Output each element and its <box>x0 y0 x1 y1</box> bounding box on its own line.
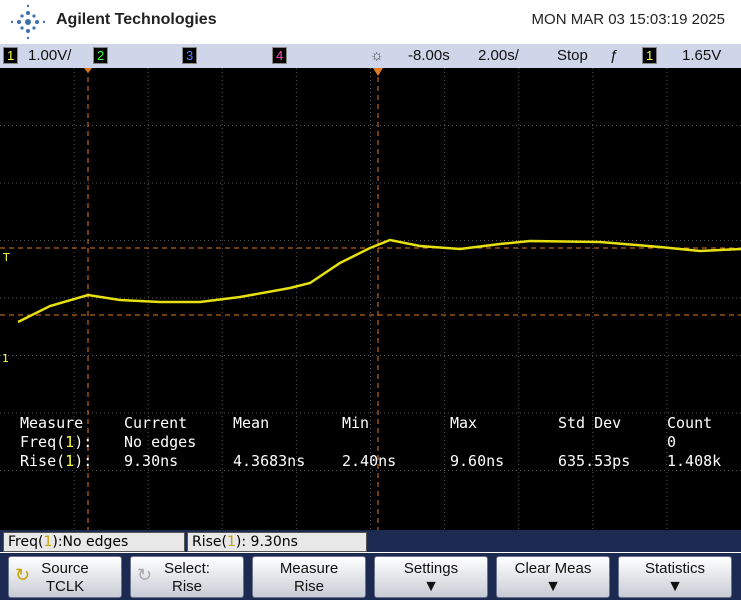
graticule: T 1 <box>0 68 741 530</box>
table-cell: 1.408k <box>667 452 722 470</box>
scope-display: T 1 Measure Current Mean Min Max Std Dev Count… <box>0 68 741 530</box>
channel-1[interactable]: 1 <box>3 47 19 64</box>
softkey-value: Rise <box>293 578 324 595</box>
channel-2[interactable]: 2 <box>93 47 109 64</box>
time-scale: 2.00s/ <box>478 47 519 64</box>
key-icon: ↻ <box>15 565 31 585</box>
channel: 1 <box>43 534 53 550</box>
status-rise: Rise(1): 9.30ns <box>187 532 367 552</box>
table-cell: No edges <box>124 433 197 451</box>
table-cell: 9.60ns <box>450 452 505 470</box>
trigger-icon: ☼ <box>370 47 384 64</box>
status-line: Freq(1):No edges Rise(1): 9.30ns <box>0 530 741 552</box>
brand: Agilent Technologies <box>56 11 217 28</box>
trigger-level: 1.65V <box>682 47 722 64</box>
channel-3[interactable]: 3 <box>182 47 198 64</box>
softkey[interactable]: Statistics ▼ <box>618 556 732 598</box>
table-cell: 635.53ps <box>558 452 631 470</box>
logo <box>10 4 46 40</box>
row-label: Rise(1): <box>20 452 92 470</box>
table-cell: 4.3683ns <box>233 452 306 470</box>
label: Rise( <box>20 452 66 470</box>
softkey[interactable]: Settings ▼ <box>374 556 488 598</box>
softkey-value: TCLK <box>45 578 85 595</box>
softkey[interactable]: Measure Rise <box>252 556 366 598</box>
softkey-label: Measure <box>279 560 339 577</box>
label: ): <box>74 433 93 451</box>
channel: 1 <box>65 433 75 451</box>
softkey-label: Source <box>41 560 89 577</box>
label: ): <box>74 452 93 470</box>
table-header: Current <box>124 414 188 432</box>
softkey-value: Rise <box>171 578 202 595</box>
label: Freq( <box>20 433 66 451</box>
channel: 1 <box>65 452 75 470</box>
value: ):No edges <box>52 534 129 550</box>
trigger-marker: T <box>2 251 10 264</box>
table-cell: 2.40ns <box>342 452 397 470</box>
table-header: Count <box>667 414 713 432</box>
channel-scale: 1.00V/ <box>28 47 72 64</box>
arrow-icon: ▼ <box>667 578 683 595</box>
ground-marker: 1 <box>2 352 9 365</box>
softkey-label: Clear Meas <box>514 560 592 577</box>
waveform <box>17 238 741 324</box>
status-freq: Freq(1):No edges <box>3 532 185 552</box>
table-header: Mean <box>233 414 270 432</box>
table-header: Min <box>342 414 370 432</box>
softkey[interactable]: Source TCLK ↻ <box>8 556 122 598</box>
arrow-icon: ▼ <box>545 578 561 595</box>
softkey[interactable]: Select: Rise ↻ <box>130 556 244 598</box>
table-cell: 9.30ns <box>124 452 179 470</box>
softkey-label: Statistics <box>644 560 705 577</box>
label: Freq( <box>8 534 44 550</box>
trigger-channel: 1 <box>642 47 658 64</box>
softkey-label: Settings <box>403 560 459 577</box>
softkeys: Source TCLK ↻ Select: Rise ↻ Measure Rise Settin… <box>0 553 741 600</box>
table-header: Measure <box>20 414 84 432</box>
softkey[interactable]: Clear Meas ▼ <box>496 556 610 598</box>
header: Agilent Technologies MON MAR 03 15:03:19… <box>0 0 741 44</box>
table-cell: 0 <box>667 433 677 451</box>
value: ): 9.30ns <box>235 534 298 550</box>
label: Rise( <box>192 534 227 550</box>
row-label: Freq(1): <box>20 433 92 451</box>
edge-icon: ƒ <box>610 47 619 64</box>
datetime: MON MAR 03 15:03:19 2025 <box>531 11 725 28</box>
channel-4[interactable]: 4 <box>272 47 288 64</box>
status-bar: 1 1.00V/ 2 3 4 ☼ -8.00s 2.00s/ Stop ƒ 1 … <box>0 44 741 68</box>
channel: 1 <box>227 534 236 550</box>
softkey-label: Select: <box>164 560 210 577</box>
time-offset: -8.00s <box>408 47 450 64</box>
key-icon: ↻ <box>137 565 153 585</box>
run-state: Stop <box>557 47 588 64</box>
table-header: Max <box>450 414 478 432</box>
arrow-icon: ▼ <box>423 578 439 595</box>
table-header: Std Dev <box>558 414 622 432</box>
